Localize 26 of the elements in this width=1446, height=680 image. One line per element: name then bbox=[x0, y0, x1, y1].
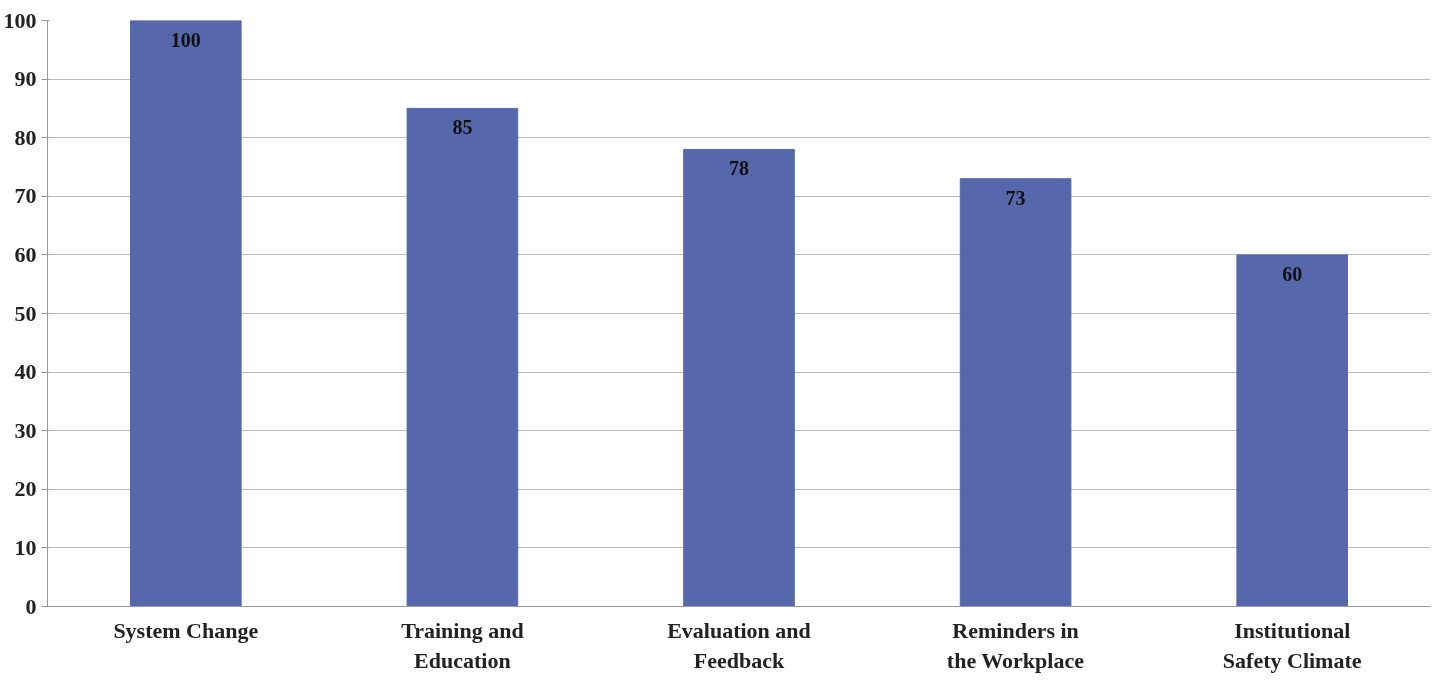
data-label: 60 bbox=[1282, 262, 1303, 285]
data-label: 100 bbox=[170, 28, 201, 51]
y-tick-label: 70 bbox=[14, 183, 37, 209]
y-tick-label: 50 bbox=[14, 300, 37, 326]
x-tick-label: Evaluation and Feedback bbox=[667, 617, 811, 673]
y-tick-label: 20 bbox=[14, 476, 37, 502]
bar bbox=[683, 148, 795, 607]
y-tick-label: 40 bbox=[14, 359, 37, 385]
y-tick-label: 100 bbox=[3, 7, 37, 33]
x-tick-label: Reminders in the Workplace bbox=[946, 617, 1085, 673]
bar bbox=[1236, 254, 1349, 607]
y-tick-label: 80 bbox=[14, 124, 37, 150]
y-tick-label: 90 bbox=[14, 66, 37, 92]
y-tick-label: 30 bbox=[14, 417, 37, 443]
y-tick-label: 60 bbox=[14, 241, 37, 267]
x-tick-label: System Change bbox=[113, 617, 259, 643]
bar bbox=[959, 178, 1072, 607]
y-tick-label: 10 bbox=[14, 534, 37, 560]
bar bbox=[129, 20, 242, 607]
data-label: 73 bbox=[1005, 186, 1026, 209]
data-label: 85 bbox=[452, 116, 473, 139]
bar bbox=[406, 107, 519, 607]
data-label: 78 bbox=[729, 157, 749, 180]
y-tick-label: 0 bbox=[25, 593, 37, 619]
x-tick-label: Training and Education bbox=[401, 617, 524, 673]
x-tick-label: Institutional Safety Climate bbox=[1222, 617, 1362, 673]
